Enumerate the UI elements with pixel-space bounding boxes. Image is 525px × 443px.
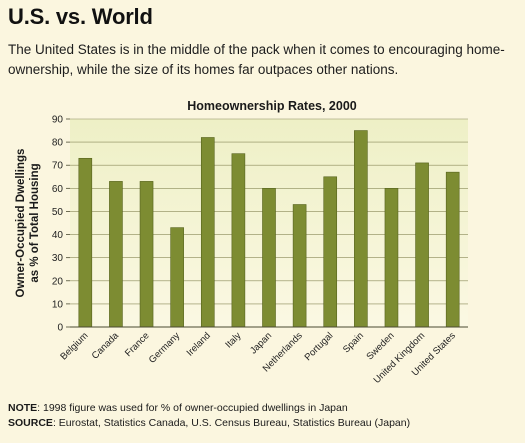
y-axis-label-line: as % of Total Housing	[29, 163, 41, 282]
note-label: NOTE	[8, 402, 38, 414]
y-axis-ticks: 0 10 20 30 40 50 60 70 80 90	[52, 115, 64, 334]
y-tick-label: 60	[52, 184, 64, 195]
bar-italy	[231, 153, 246, 328]
y-tick-label: 10	[52, 299, 64, 310]
x-tick-label: France	[123, 330, 152, 359]
bar-germany	[170, 227, 184, 328]
chart-title: Homeownership Rates, 2000	[187, 99, 357, 113]
chart-container: Homeownership Rates, 2000 Owner-Occupied…	[0, 92, 525, 392]
x-tick-label: Portugal	[303, 330, 336, 363]
y-tick-label: 30	[52, 253, 64, 264]
bar-spain	[354, 130, 368, 328]
y-tick-label: 50	[52, 207, 64, 218]
y-axis-label-line: Owner-Occupied Dwellings	[15, 149, 27, 298]
x-tick-label: Japan	[248, 330, 274, 356]
x-tick-label: Belgium	[58, 330, 90, 362]
x-tick-label: Canada	[90, 330, 122, 362]
x-tick-label: Ireland	[185, 330, 213, 358]
y-tick-label: 70	[52, 161, 64, 172]
x-tick-label: Spain	[341, 330, 366, 355]
bar-portugal	[323, 176, 338, 328]
x-tick-label: Germany	[147, 330, 183, 366]
bar-canada	[109, 181, 123, 328]
note-line: NOTE: 1998 figure was used for % of owne…	[8, 401, 410, 416]
y-tick-label: 0	[57, 323, 63, 334]
bar-united-kingdom	[415, 162, 429, 328]
bar-japan	[262, 188, 276, 328]
y-tick-label: 80	[52, 138, 64, 149]
source-line: SOURCE: Eurostat, Statistics Canada, U.S…	[8, 416, 410, 431]
x-tick-label: Italy	[223, 330, 243, 350]
y-tick-label: 20	[52, 276, 64, 287]
source-text: : Eurostat, Statistics Canada, U.S. Cens…	[52, 417, 411, 429]
page-subtitle: The United States is in the middle of th…	[8, 42, 505, 77]
note-text: : 1998 figure was used for % of owner-oc…	[37, 402, 348, 414]
bar-belgium	[78, 157, 93, 328]
bar-united-states	[445, 171, 460, 328]
chart-footer: NOTE: 1998 figure was used for % of owne…	[8, 401, 410, 431]
page-title: U.S. vs. World	[8, 4, 153, 29]
y-tick-label: 90	[52, 115, 64, 126]
bars	[78, 130, 460, 328]
bar-sweden	[384, 188, 399, 328]
homeownership-bar-chart: Homeownership Rates, 2000 Owner-Occupied…	[15, 99, 468, 386]
y-tick-label: 40	[52, 230, 64, 241]
source-label: SOURCE	[8, 417, 53, 429]
bar-france	[139, 181, 154, 328]
bar-ireland	[200, 137, 215, 328]
bar-netherlands	[292, 204, 307, 328]
y-axis-label: Owner-Occupied Dwellings as % of Total Ho…	[15, 149, 41, 298]
